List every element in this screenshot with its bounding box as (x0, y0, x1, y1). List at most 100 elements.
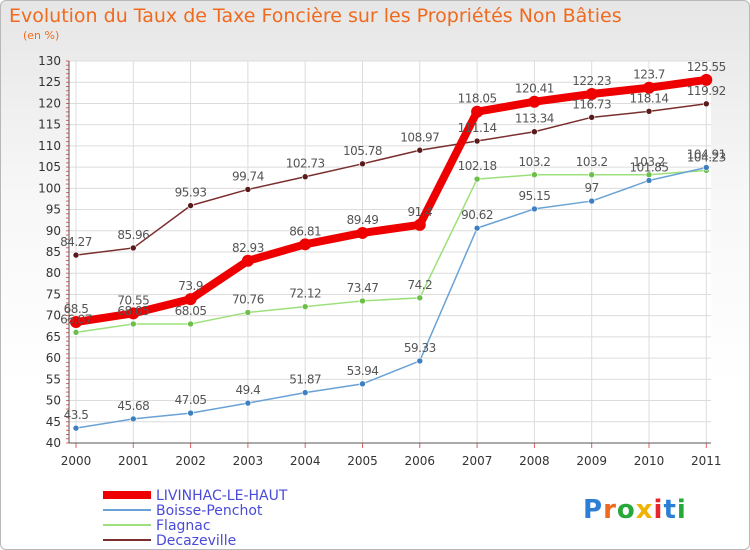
data-label-boisse-penchot: 51.87 (289, 373, 321, 387)
data-point-decazeville (416, 146, 424, 154)
x-tick-label: 2009 (576, 454, 607, 468)
y-tick-label: 70 (46, 309, 61, 323)
data-point-boisse-penchot (244, 399, 252, 407)
proxiti-logo: Proxiti (583, 495, 687, 525)
data-label-boisse-penchot: 47.05 (175, 393, 207, 407)
y-tick-label: 115 (38, 118, 61, 132)
data-point-decazeville (473, 137, 481, 145)
data-point-boisse-penchot (301, 389, 309, 396)
data-point-flagnac (588, 171, 596, 179)
data-label-flagnac: 103.2 (633, 155, 665, 169)
data-label-decazeville: 113.34 (515, 112, 554, 126)
data-label-flagnac: 70.76 (232, 292, 264, 306)
data-label-boisse-penchot: 45.68 (117, 399, 149, 413)
y-tick-label: 120 (38, 96, 61, 110)
data-point-livinhac-le-haut (184, 293, 197, 306)
data-point-livinhac-le-haut (299, 238, 312, 251)
data-label-boisse-penchot: 49.4 (236, 383, 261, 397)
data-label-decazeville: 85.96 (117, 228, 149, 242)
data-label-decazeville: 108.97 (400, 130, 439, 144)
y-tick-label: 75 (46, 287, 61, 301)
data-label-livinhac-le-haut: 118.05 (458, 92, 497, 106)
y-tick-label: 100 (38, 181, 61, 195)
data-label-decazeville: 99.74 (232, 169, 264, 183)
x-tick-label: 2011 (691, 454, 722, 468)
data-label-boisse-penchot: 101.85 (630, 160, 669, 174)
y-tick-label: 85 (46, 245, 61, 259)
series-line-livinhac-le-haut (72, 75, 711, 327)
data-point-decazeville (531, 128, 538, 136)
data-label-livinhac-le-haut: 120.41 (515, 82, 554, 96)
data-point-boisse-penchot (130, 415, 137, 423)
data-point-livinhac-le-haut (356, 226, 369, 239)
x-tick-label: 2003 (233, 454, 264, 468)
data-point-boisse-penchot (473, 224, 481, 232)
legend-label-boisse-penchot: Boisse-Penchot (156, 503, 263, 519)
data-point-flagnac (301, 303, 309, 310)
data-label-flagnac: 73.47 (347, 281, 379, 295)
legend-label-flagnac: Flagnac (156, 518, 211, 534)
data-point-flagnac (531, 171, 538, 179)
data-label-boisse-penchot: 43.5 (64, 408, 89, 422)
data-label-boisse-penchot: 104.91 (687, 147, 726, 161)
data-label-flagnac: 72.12 (289, 287, 321, 301)
data-point-livinhac-le-haut (585, 87, 598, 100)
data-label-decazeville: 119.92 (687, 84, 726, 98)
x-tick-label: 2007 (462, 454, 493, 468)
data-label-boisse-penchot: 90.62 (461, 208, 493, 222)
series-line-flagnac (75, 169, 708, 334)
data-label-flagnac: 104.23 (687, 150, 726, 164)
data-point-decazeville (301, 173, 309, 181)
data-label-livinhac-le-haut: 122.23 (572, 74, 611, 88)
data-label-flagnac: 102.18 (458, 159, 497, 173)
y-tick-label: 80 (46, 266, 61, 280)
series-line-decazeville (75, 103, 708, 256)
data-label-livinhac-le-haut: 68.5 (64, 302, 89, 316)
data-label-flagnac: 103.2 (518, 155, 550, 169)
y-tick-label: 90 (46, 224, 61, 238)
data-label-flagnac: 74.2 (407, 278, 432, 292)
x-tick-label: 2006 (405, 454, 436, 468)
data-label-livinhac-le-haut: 82.93 (232, 241, 264, 255)
y-tick-label: 65 (46, 330, 61, 344)
chart-subtitle: (en %) (23, 29, 60, 42)
data-label-livinhac-le-haut: 70.55 (117, 293, 149, 307)
logo-letter: r (603, 495, 617, 525)
data-point-boisse-penchot (531, 205, 538, 213)
data-point-boisse-penchot (416, 357, 424, 365)
data-point-boisse-penchot (702, 164, 710, 171)
data-label-decazeville: 111.14 (458, 121, 497, 135)
logo-letter: x (635, 495, 654, 525)
data-label-boisse-penchot: 95.15 (518, 189, 550, 203)
data-label-boisse-penchot: 59.33 (404, 341, 436, 355)
data-point-boisse-penchot (359, 380, 366, 388)
data-point-boisse-penchot (588, 197, 596, 205)
logo-letter: o (616, 495, 636, 525)
data-point-livinhac-le-haut (241, 254, 254, 267)
data-point-boisse-penchot (187, 409, 194, 417)
data-point-livinhac-le-haut (528, 95, 541, 108)
data-label-flagnac: 68.05 (117, 304, 149, 318)
data-label-livinhac-le-haut: 123.7 (633, 68, 665, 82)
y-tick-label: 105 (38, 160, 61, 174)
data-point-decazeville (72, 251, 80, 259)
data-label-flagnac: 103.2 (576, 155, 608, 169)
x-tick-label: 2001 (118, 454, 149, 468)
x-tick-label: 2005 (347, 454, 378, 468)
y-tick-label: 95 (46, 203, 61, 217)
data-label-livinhac-le-haut: 89.49 (347, 213, 379, 227)
legend-label-livinhac-le-haut: LIVINHAC-LE-HAUT (156, 488, 288, 504)
data-point-flagnac (130, 320, 137, 328)
data-label-flagnac: 68.05 (175, 304, 207, 318)
chart-title: Evolution du Taux de Taxe Foncière sur l… (9, 5, 622, 27)
x-tick-label: 2010 (634, 454, 665, 468)
data-point-livinhac-le-haut (127, 307, 140, 320)
data-label-decazeville: 116.73 (572, 97, 611, 111)
data-point-flagnac (72, 329, 80, 336)
data-label-boisse-penchot: 97 (585, 181, 599, 195)
data-point-livinhac-le-haut (70, 316, 82, 329)
series-line-boisse-penchot (75, 166, 708, 429)
y-tick-label: 40 (46, 436, 61, 450)
x-tick-label: 2004 (290, 454, 321, 468)
